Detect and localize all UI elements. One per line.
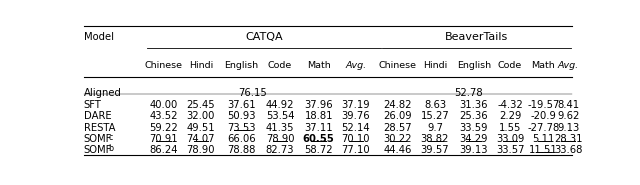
Text: 5.11: 5.11 [532,134,555,144]
Text: Avg.: Avg. [346,61,367,70]
Text: 39.57: 39.57 [420,145,449,155]
Text: 39.76: 39.76 [342,111,370,121]
Text: 9.62: 9.62 [557,111,579,121]
Text: English: English [224,61,259,70]
Text: 78.88: 78.88 [227,145,255,155]
Text: 70.10: 70.10 [342,134,370,144]
Text: SOMF: SOMF [84,145,112,155]
Text: Math: Math [532,61,556,70]
Text: Chinese: Chinese [379,61,417,70]
Text: Aligned: Aligned [84,88,122,98]
Text: 52.78: 52.78 [454,88,483,98]
Text: 49.51: 49.51 [187,123,215,133]
Text: 50.93: 50.93 [227,111,255,121]
Text: 37.96: 37.96 [305,100,333,110]
Text: -19.57: -19.57 [527,100,559,110]
Text: 32.00: 32.00 [187,111,215,121]
Text: 43.52: 43.52 [150,111,178,121]
Text: 33.68: 33.68 [554,145,582,155]
Text: 9.7: 9.7 [427,123,443,133]
Text: 60.55: 60.55 [303,134,335,144]
Text: Model: Model [84,32,114,42]
Text: Hindi: Hindi [423,61,447,70]
Text: DARE: DARE [84,111,111,121]
Text: RESTA: RESTA [84,123,115,133]
Text: 66.06: 66.06 [227,134,255,144]
Text: 33.59: 33.59 [460,123,488,133]
Text: 78.90: 78.90 [187,145,215,155]
Text: 37.61: 37.61 [227,100,255,110]
Text: -20.9: -20.9 [531,111,556,121]
Text: 34.29: 34.29 [460,134,488,144]
Text: 41.35: 41.35 [266,123,294,133]
Text: 76.15: 76.15 [238,88,267,98]
Text: 73.53: 73.53 [227,123,255,133]
Text: c: c [109,133,113,142]
Text: 25.36: 25.36 [460,111,488,121]
Text: 53.54: 53.54 [266,111,294,121]
Text: 86.24: 86.24 [150,145,178,155]
Text: 37.11: 37.11 [305,123,333,133]
Text: 30.22: 30.22 [383,134,412,144]
Text: 28.57: 28.57 [383,123,412,133]
Text: 8.41: 8.41 [557,100,579,110]
Text: BeaverTails: BeaverTails [445,32,508,42]
Text: Chinese: Chinese [145,61,182,70]
Text: -4.32: -4.32 [497,100,523,110]
Text: 40.00: 40.00 [150,100,178,110]
Text: 77.10: 77.10 [342,145,370,155]
Text: Code: Code [498,61,522,70]
Text: Avg.: Avg. [557,61,579,70]
Text: 9.13: 9.13 [557,123,579,133]
Text: 44.92: 44.92 [266,100,294,110]
Text: 37.19: 37.19 [342,100,370,110]
Text: 25.45: 25.45 [187,100,215,110]
Text: 31.36: 31.36 [460,100,488,110]
Text: 39.13: 39.13 [460,145,488,155]
Text: 33.57: 33.57 [496,145,524,155]
Text: -27.78: -27.78 [527,123,559,133]
Text: 78.90: 78.90 [266,134,294,144]
Text: 1.55: 1.55 [499,123,522,133]
Text: 58.72: 58.72 [305,145,333,155]
Text: 70.91: 70.91 [149,134,178,144]
Text: 18.81: 18.81 [305,111,333,121]
Text: CATQA: CATQA [245,32,283,42]
Text: 59.22: 59.22 [149,123,178,133]
Text: 38.82: 38.82 [420,134,449,144]
Text: 82.73: 82.73 [266,145,294,155]
Text: SOMF: SOMF [84,134,112,144]
Text: SFT: SFT [84,100,102,110]
Text: 2.29: 2.29 [499,111,522,121]
Text: Math: Math [307,61,331,70]
Text: 11.51: 11.51 [529,145,558,155]
Text: 52.14: 52.14 [342,123,370,133]
Text: 33.09: 33.09 [496,134,524,144]
Text: 15.27: 15.27 [420,111,449,121]
Text: 44.46: 44.46 [383,145,412,155]
Text: 26.09: 26.09 [383,111,412,121]
Text: 28.31: 28.31 [554,134,582,144]
Text: 24.82: 24.82 [383,100,412,110]
Text: 8.63: 8.63 [424,100,446,110]
Text: 74.07: 74.07 [187,134,215,144]
Text: b: b [109,144,114,153]
Text: English: English [456,61,491,70]
Text: Code: Code [268,61,292,70]
Text: Hindi: Hindi [189,61,213,70]
